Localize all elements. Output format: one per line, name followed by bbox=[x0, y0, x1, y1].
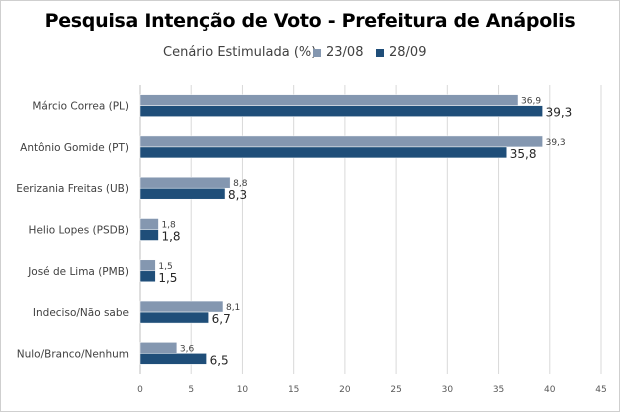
bar-series-1 bbox=[139, 342, 178, 354]
category-label: José de Lima (PMB) bbox=[27, 266, 129, 278]
bar-series-2 bbox=[139, 311, 209, 324]
legend-swatch-series-1 bbox=[313, 48, 321, 57]
category-label: Helio Lopes (PSDB) bbox=[29, 225, 129, 237]
data-label-series-2: 6,5 bbox=[210, 353, 229, 367]
bar-series-2 bbox=[139, 229, 159, 241]
chart-subtitle: Cenário Estimulada (%) bbox=[163, 45, 317, 60]
data-label-series-1: 39,3 bbox=[546, 138, 566, 148]
data-labels: 36,9 39,3 39,3 35,8 8,88,3 1,81,8 1,51,5 8,16,7… bbox=[158, 97, 572, 368]
legend-item-series-2: 28/09 bbox=[376, 45, 426, 60]
category-label: Nulo/Branco/Nenhum bbox=[17, 348, 129, 360]
bar-series-2 bbox=[139, 270, 156, 283]
grid-lines bbox=[139, 85, 602, 374]
legend-label-series-1: 23/08 bbox=[326, 45, 364, 60]
bar-series-1 bbox=[139, 135, 543, 148]
data-label-series-2: 6,7 bbox=[212, 312, 231, 326]
bar-series-2 bbox=[139, 187, 226, 200]
category-label: Eerizania Freitas (UB) bbox=[16, 183, 129, 195]
x-tick-label: 25 bbox=[390, 385, 401, 395]
x-tick-label: 10 bbox=[237, 385, 249, 395]
bar-series-1 bbox=[139, 94, 519, 106]
data-label-series-2: 35,8 bbox=[510, 147, 537, 161]
data-label-series-2: 1,5 bbox=[158, 271, 177, 285]
bar-series-2 bbox=[139, 105, 543, 117]
data-label-series-1: 1,8 bbox=[161, 221, 176, 231]
legend-label-series-2: 28/09 bbox=[389, 45, 427, 60]
data-label-series-2: 8,3 bbox=[228, 188, 247, 202]
data-label-series-1: 8,1 bbox=[226, 303, 240, 313]
bar-series-1 bbox=[139, 259, 156, 272]
category-label: Antônio Gomide (PT) bbox=[20, 142, 129, 154]
x-tick-label: 15 bbox=[288, 385, 299, 395]
bar-series-1 bbox=[139, 300, 224, 313]
bar-series-2 bbox=[139, 353, 207, 365]
data-label-series-1: 1,5 bbox=[158, 262, 172, 272]
x-tick-label: 5 bbox=[188, 385, 194, 395]
x-tick-label: 35 bbox=[493, 385, 504, 395]
chart-title: Pesquisa Intenção de Voto - Prefeitura d… bbox=[44, 10, 576, 32]
data-label-series-1: 8,8 bbox=[233, 179, 248, 189]
x-tick-label: 20 bbox=[339, 385, 351, 395]
category-label: Márcio Correa (PL) bbox=[32, 101, 129, 113]
x-tick-label: 45 bbox=[595, 385, 606, 395]
bar-series-1 bbox=[139, 176, 231, 189]
x-tick-label: 0 bbox=[137, 385, 143, 395]
data-label-series-2: 1,8 bbox=[161, 230, 180, 244]
data-label-series-2: 39,3 bbox=[546, 106, 573, 120]
legend-swatch-series-2 bbox=[376, 48, 384, 57]
data-label-series-1: 3,6 bbox=[180, 344, 195, 354]
bars bbox=[139, 94, 543, 365]
bar-series-1 bbox=[139, 218, 159, 230]
bar-series-2 bbox=[139, 146, 508, 159]
legend-item-series-1: 23/08 bbox=[313, 45, 363, 60]
category-labels: Márcio Correa (PL) Antônio Gomide (PT) Eer… bbox=[16, 101, 129, 361]
data-label-series-1: 36,9 bbox=[521, 97, 541, 107]
category-label: Indeciso/Não sabe bbox=[33, 307, 129, 319]
x-tick-label: 30 bbox=[442, 385, 454, 395]
x-tick-label: 40 bbox=[544, 385, 556, 395]
x-tick-labels: 0 5 10 15 20 25 30 35 40 45 bbox=[137, 385, 607, 395]
